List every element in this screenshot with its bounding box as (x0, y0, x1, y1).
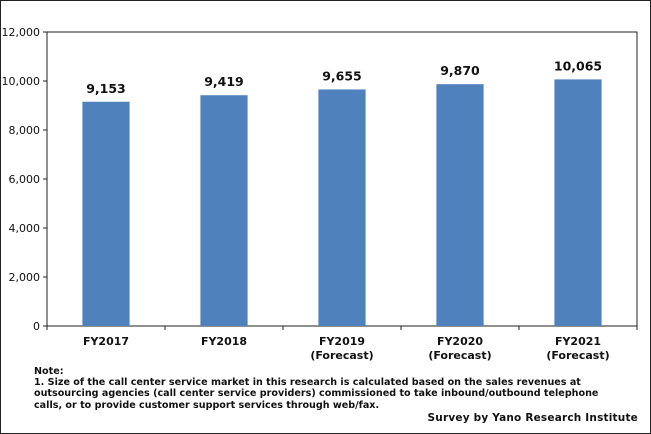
source-credit: Survey by Yano Research Institute (427, 412, 638, 424)
bar (436, 84, 484, 326)
y-tick-label: 12,000 (2, 26, 41, 39)
y-tick-label: 0 (33, 320, 40, 333)
bar-value-label: 9,419 (204, 74, 244, 89)
bar (200, 95, 248, 326)
x-category-label: (Forecast) (310, 349, 373, 362)
chart-note: Note: 1. Size of the call center service… (34, 366, 599, 411)
y-tick-label: 4,000 (9, 222, 41, 235)
x-category-label: (Forecast) (428, 349, 491, 362)
note-line-2: outsourcing agencies (call center servic… (34, 388, 599, 400)
bar (318, 89, 366, 326)
bar (554, 79, 602, 326)
bar-value-label: 9,870 (440, 63, 480, 78)
x-category-label: FY2020 (437, 335, 483, 348)
x-category-label: FY2017 (83, 335, 129, 348)
y-tick-label: 8,000 (9, 124, 41, 137)
bar (82, 101, 130, 327)
x-category-label: FY2018 (201, 335, 247, 348)
y-tick-label: 6,000 (9, 173, 41, 186)
y-tick-label: 10,000 (2, 75, 41, 88)
note-heading: Note: (34, 366, 64, 377)
x-category-label: (Forecast) (546, 349, 609, 362)
bar-value-label: 9,655 (322, 68, 362, 83)
x-category-label: FY2021 (555, 335, 601, 348)
note-line-3: calls, or to provide customer support se… (34, 399, 380, 411)
bar-chart: 0 2,000 4,000 6,000 8,000 10,000 12,000 9,153 FY… (2, 26, 638, 362)
note-line-1: 1. Size of the call center service marke… (34, 377, 581, 389)
bar-value-label: 9,153 (86, 81, 126, 96)
y-tick-label: 2,000 (9, 271, 41, 284)
bar-value-label: 10,065 (554, 58, 602, 73)
x-category-label: FY2019 (319, 335, 365, 348)
